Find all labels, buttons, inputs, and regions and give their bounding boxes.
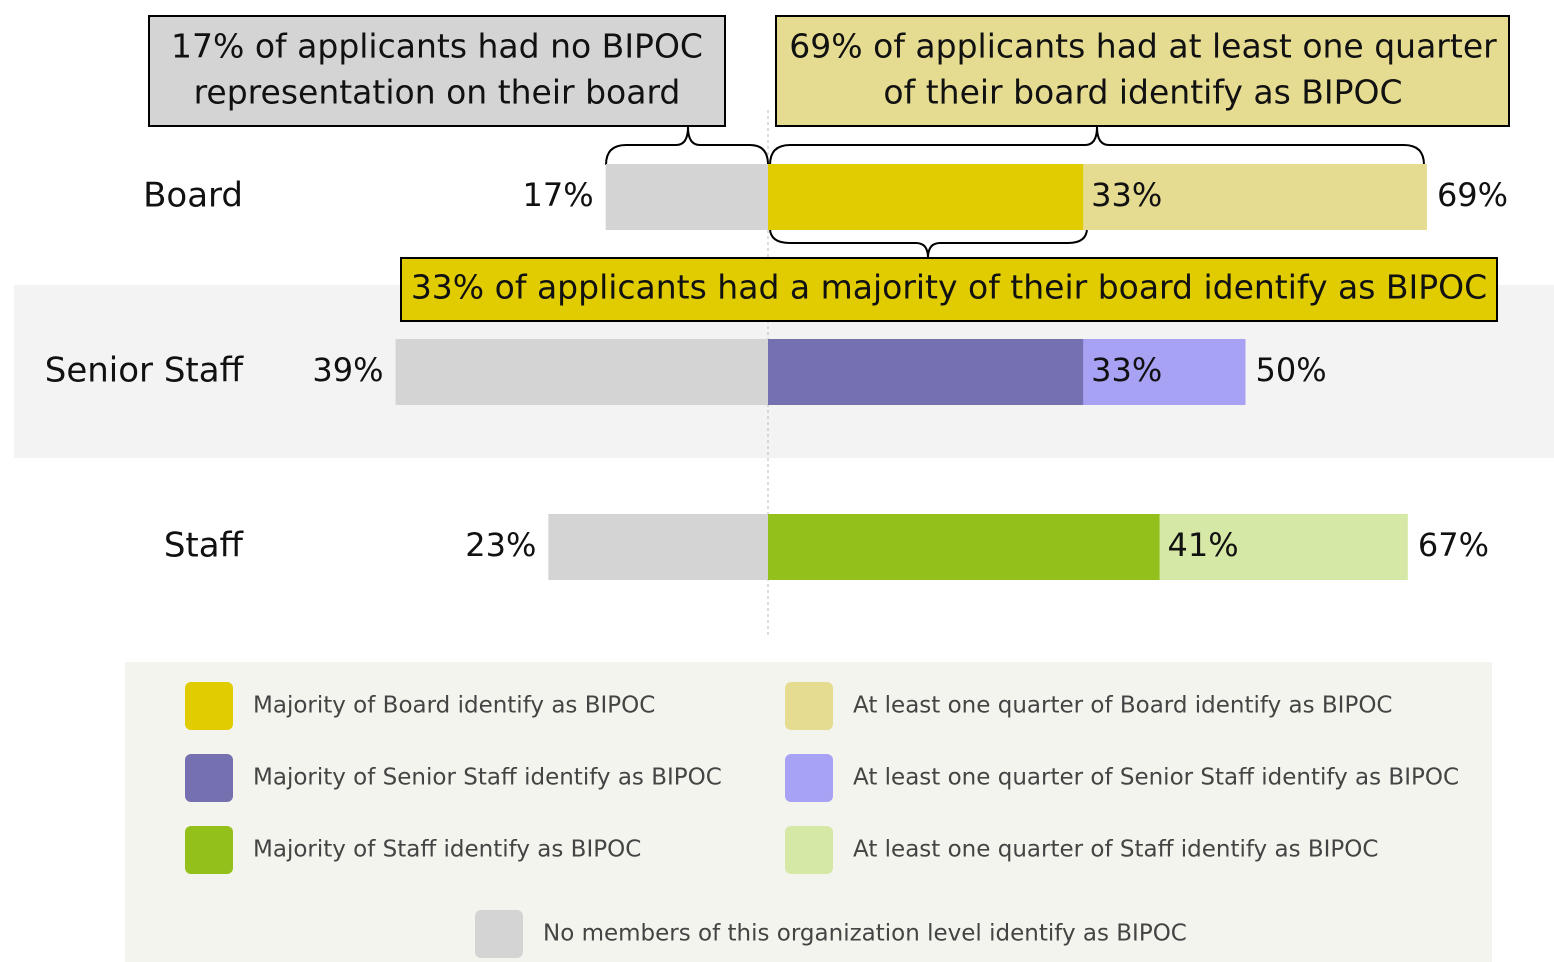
legend-swatch: [785, 682, 833, 730]
annotation: 33% of applicants had a majority of thei…: [411, 268, 1487, 307]
bar: [768, 164, 1084, 230]
brace: [605, 126, 769, 166]
legend-swatch: [185, 826, 233, 874]
value-label: 41%: [1168, 526, 1239, 564]
category-label: Board: [143, 176, 243, 216]
bar: [768, 514, 1160, 580]
brace: [769, 126, 1425, 166]
value-label: 69%: [1437, 176, 1508, 214]
annotation: representation on their board: [194, 73, 681, 112]
bar: [548, 514, 768, 580]
annotation-box: [400, 257, 1498, 322]
legend-swatch: [785, 754, 833, 802]
value-label: 23%: [465, 526, 536, 564]
value-label: 39%: [312, 351, 383, 389]
legend-swatch: [185, 682, 233, 730]
legend-label: Majority of Board identify as BIPOC: [253, 693, 655, 719]
annotation: of their board identify as BIPOC: [883, 73, 1402, 112]
bar: [768, 339, 1084, 405]
legend-label: Majority of Staff identify as BIPOC: [253, 837, 641, 863]
legend-label: Majority of Senior Staff identify as BIP…: [253, 765, 722, 791]
bar: [395, 339, 768, 405]
value-label: 33%: [1091, 351, 1162, 389]
legend-swatch: [785, 826, 833, 874]
legend-swatch: [475, 910, 523, 958]
value-label: 67%: [1418, 526, 1489, 564]
legend-label: At least one quarter of Board identify a…: [853, 693, 1393, 719]
annotation: 69% of applicants had at least one quart…: [789, 27, 1497, 66]
value-label: 33%: [1091, 176, 1162, 214]
annotation-box: [775, 15, 1510, 127]
annotation-box: [148, 15, 726, 127]
category-label: Senior Staff: [45, 351, 245, 391]
annotation: 17% of applicants had no BIPOC: [171, 27, 703, 66]
bar: [605, 164, 768, 230]
category-label: Staff: [164, 526, 245, 566]
brace: [769, 227, 1088, 259]
value-label: 50%: [1256, 351, 1327, 389]
value-label: 17%: [523, 176, 594, 214]
legend-label: At least one quarter of Staff identify a…: [853, 837, 1378, 863]
legend-label: At least one quarter of Senior Staff ide…: [853, 765, 1459, 791]
legend-swatch: [185, 754, 233, 802]
legend-label: No members of this organization level id…: [543, 921, 1187, 947]
